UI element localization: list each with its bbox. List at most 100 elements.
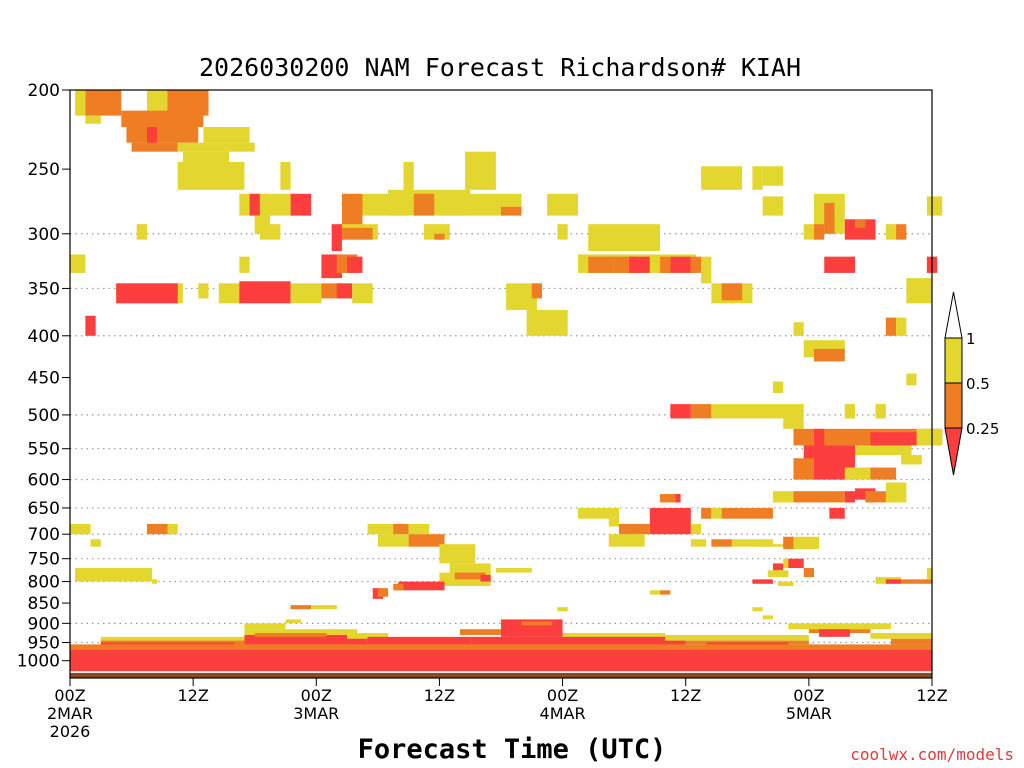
x-tick-label: 00Z (793, 686, 824, 705)
heatmap-cell (377, 534, 409, 547)
heatmap-cell (393, 523, 409, 535)
heatmap-cell (767, 570, 789, 578)
heatmap-cell (136, 224, 147, 240)
heatmap-cell (649, 507, 691, 535)
heatmap-cell (70, 644, 932, 650)
heatmap-cell (752, 544, 794, 547)
heatmap-cell (906, 373, 917, 386)
heatmap-cell (290, 283, 322, 304)
dotted-gridlines (70, 233, 932, 662)
heatmap-cell (146, 90, 168, 116)
x-tick-label: 00Z (54, 686, 85, 705)
heatmap-cell (793, 491, 845, 503)
heatmap-cell (501, 206, 522, 216)
heatmap-cell (413, 193, 435, 216)
heatmap-cell (588, 224, 661, 252)
heatmap-cell (70, 254, 86, 273)
heatmap-cell (608, 534, 645, 547)
y-tick-label: 400 (28, 327, 60, 347)
heatmap-cell (167, 523, 178, 535)
heatmap-cell (352, 283, 373, 304)
x-tick-label: 12Z (424, 686, 455, 705)
heatmap-cell (367, 636, 471, 647)
heatmap-cell (665, 634, 809, 641)
heatmap-cell (762, 196, 784, 216)
heatmap-cell (146, 523, 168, 535)
y-tick-label: 800 (28, 573, 60, 593)
heatmap-cell (85, 115, 101, 124)
heatmap-cell (577, 507, 620, 519)
heatmap-cell (203, 127, 250, 143)
heatmap-cell (793, 322, 804, 336)
x-axis-label: Forecast Time (UTC) (358, 734, 667, 765)
heatmap-cell (824, 256, 856, 273)
credit-text: coolwx.com/models (850, 745, 1014, 764)
heatmap-cell (813, 224, 825, 240)
heatmap-cells (70, 90, 943, 672)
heatmap-cell (778, 581, 794, 586)
heatmap-cell (690, 539, 707, 547)
chart-title: 2026030200 NAM Forecast Richardson# KIAH (199, 53, 801, 82)
heatmap-cell (875, 404, 886, 419)
y-tick-label: 900 (28, 614, 60, 634)
heatmap-cell (690, 523, 702, 535)
y-tick-label: 350 (28, 279, 60, 299)
legend-label: 0.5 (966, 375, 990, 393)
heatmap-cell (731, 539, 773, 547)
heatmap-cell (829, 507, 845, 519)
y-tick-label: 250 (28, 160, 60, 180)
heatmap-cell (844, 467, 871, 480)
heatmap-cell (249, 193, 260, 216)
heatmap-cell (280, 161, 291, 190)
heatmap-cell (711, 539, 732, 547)
heatmap-cell (470, 636, 686, 649)
heatmap-cell (100, 636, 245, 643)
heatmap-cell (670, 256, 691, 273)
heatmap-cell (926, 568, 932, 580)
heatmap-cell (788, 623, 891, 630)
heatmap-cell (649, 590, 661, 595)
heatmap-cell (762, 166, 784, 186)
heatmap-cell (752, 579, 773, 584)
heatmap-cell (70, 648, 932, 672)
y-tick-label: 750 (28, 550, 60, 570)
heatmap-cell (116, 283, 178, 304)
heatmap-cell (885, 224, 897, 240)
heatmap-cell (85, 315, 96, 336)
heatmap-cell (526, 310, 568, 336)
heatmap-cell (901, 455, 922, 465)
heatmap-cell (783, 418, 804, 429)
y-tick-label: 550 (28, 440, 60, 460)
heatmap-cell (259, 224, 281, 240)
legend-swatch-yellow (944, 337, 963, 384)
heatmap-cell (126, 127, 199, 143)
heatmap-cell (752, 166, 763, 190)
y-tick-label: 850 (28, 594, 60, 614)
heatmap-cell (408, 523, 430, 535)
heatmap-cell (772, 491, 794, 503)
x-tick-label: 2026 (50, 722, 91, 741)
heatmap-cell (690, 404, 712, 419)
heatmap-cell (711, 404, 804, 419)
heatmap-cell (685, 640, 809, 645)
heatmap-cell (793, 458, 814, 480)
heatmap-cell (762, 615, 773, 620)
heatmap-cell (844, 491, 856, 503)
heatmap-cell (803, 224, 814, 240)
heatmap-cell (398, 581, 445, 591)
heatmap-cell (916, 579, 932, 584)
heatmap-cell (449, 563, 491, 573)
heatmap-cell (290, 605, 312, 610)
heatmap-cell (813, 428, 825, 446)
heatmap-cell (85, 90, 122, 116)
heatmap-cell (75, 568, 153, 582)
heatmap-cell (855, 445, 912, 456)
heatmap-cell (721, 507, 773, 519)
heatmap-cell (331, 224, 342, 252)
heatmap-cell (439, 544, 476, 564)
heatmap-cell (547, 193, 578, 216)
y-tick-label: 650 (28, 499, 60, 519)
heatmap-cell (885, 317, 897, 336)
